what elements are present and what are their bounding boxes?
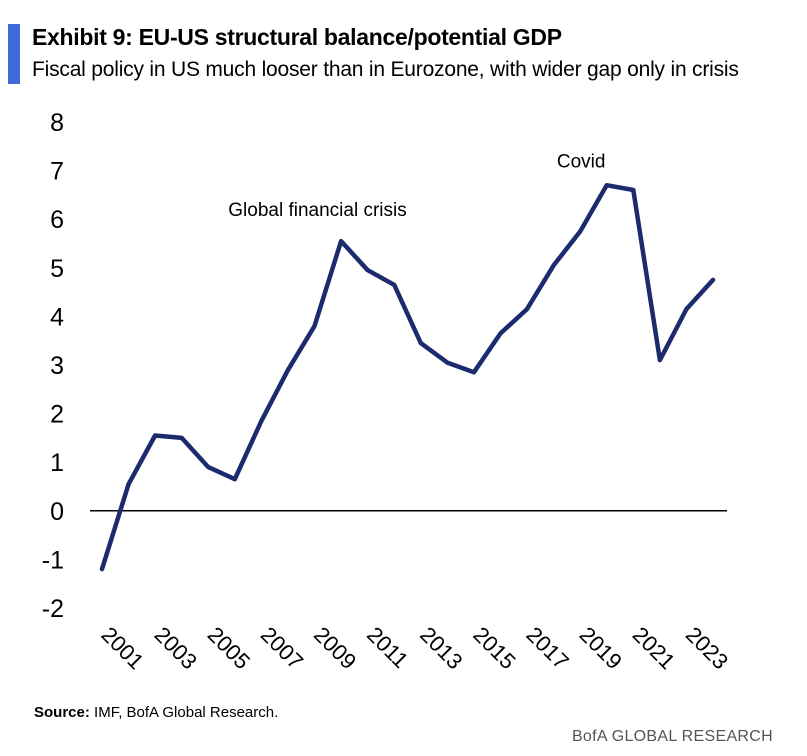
brand-label: BofA GLOBAL RESEARCH <box>571 728 773 745</box>
source-text: IMF, BofA Global Research. <box>94 704 279 721</box>
series-line <box>99 182 716 572</box>
y-tick-label: 0 <box>50 498 64 526</box>
y-tick-label: 6 <box>50 206 64 234</box>
y-tick-label: 5 <box>50 255 64 283</box>
title-accent-bar <box>8 24 20 84</box>
source-note: Source: IMF, BofA Global Research. <box>34 704 278 721</box>
x-tick-label: 2013 <box>415 622 467 674</box>
chart-subtitle: Fiscal policy in US much looser than in … <box>32 58 739 81</box>
chart-title: Exhibit 9: EU-US structural balance/pote… <box>32 24 562 50</box>
x-tick-label: 2019 <box>575 622 627 674</box>
x-tick-label: 2015 <box>468 622 520 674</box>
y-tick-label: -2 <box>42 595 64 623</box>
annotation-label: Global financial crisis <box>228 200 406 221</box>
x-tick-label: 2011 <box>362 622 413 673</box>
x-tick-label: 2005 <box>203 622 255 674</box>
y-tick-label: 4 <box>50 303 64 331</box>
x-tick-label: 2007 <box>256 622 308 674</box>
y-tick-label: 7 <box>50 158 64 186</box>
y-tick-label: 2 <box>50 401 64 429</box>
y-tick-label: 3 <box>50 352 64 380</box>
y-tick-label: 8 <box>50 109 64 137</box>
source-label: Source: <box>34 704 90 721</box>
y-tick-label: 1 <box>50 449 64 477</box>
x-tick-label: 2021 <box>628 622 680 674</box>
x-tick-label: 2017 <box>522 622 574 674</box>
x-tick-label: 2003 <box>150 622 202 674</box>
x-tick-label: 2001 <box>96 622 148 674</box>
annotation-label: Covid <box>557 152 606 173</box>
y-tick-label: -1 <box>42 546 64 574</box>
x-tick-label: 2009 <box>309 622 361 674</box>
x-tick-label: 2023 <box>681 622 733 674</box>
